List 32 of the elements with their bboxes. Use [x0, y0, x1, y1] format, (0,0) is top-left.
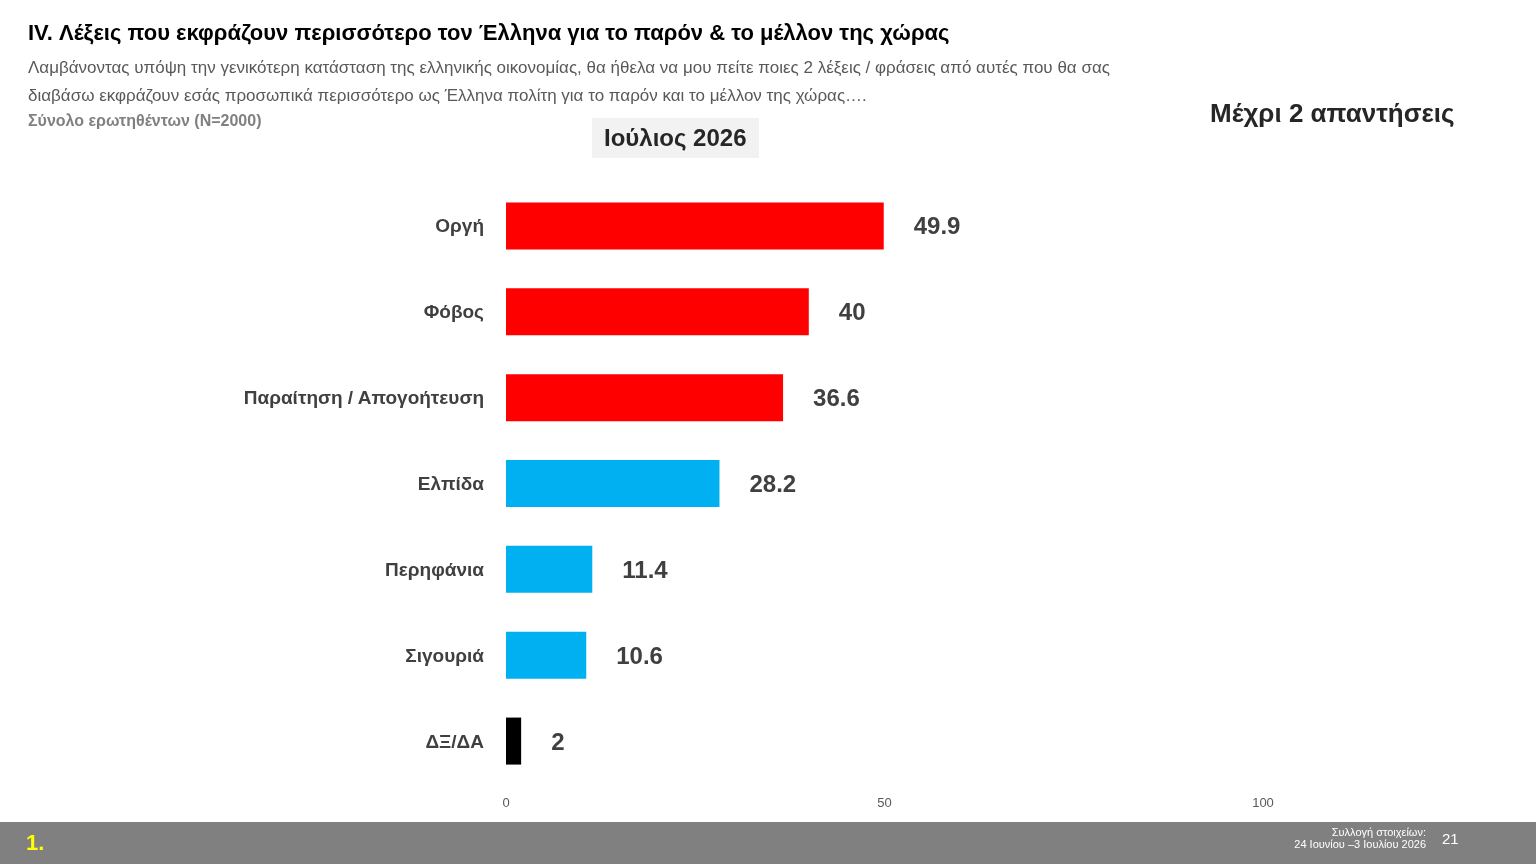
- text: Μέχρι 2 απαντήσεις: [1210, 98, 1455, 129]
- x-tick-label: 0: [502, 795, 510, 810]
- text: Ιούλιος 2026: [592, 118, 759, 158]
- bar: [506, 545, 593, 593]
- data-label: 40: [838, 298, 866, 326]
- bar: [506, 374, 784, 422]
- bar: [506, 717, 522, 765]
- x-tick-label: 50: [877, 795, 892, 810]
- text: 21: [1442, 830, 1459, 847]
- y-tick-label: Ελπίδα: [417, 473, 485, 494]
- data-label: 11.4: [622, 555, 669, 583]
- data-label: 49.9: [913, 212, 961, 240]
- data-label: 36.6: [813, 384, 860, 412]
- data-label: 28.2: [749, 470, 797, 497]
- bar: [506, 631, 587, 679]
- chart-subtitle: Λαμβάνοντας υπόψη την γενικότερη κατάσταση της ελληνικής οικονομίας, θα ήθελα να μου πείτε ποιες 2 λέξεις / φράσεις από αυτές που θα σας διαβάσω εκφράζουν εσάς προσωπικά περισσότερο ως Έλληνα πολίτη για το παρόν και το μέλλον της χώρας….: [28, 57, 1111, 107]
- chart-title: IV. Λέξεις που εκφράζουν περισσότερο τον Έλληνα για το παρόν & το μέλλον της χώρας: [28, 20, 950, 46]
- y-tick-label: Σιγουριά: [405, 644, 485, 666]
- y-tick-label: Περηφάνια: [385, 558, 485, 580]
- bar: [506, 202, 884, 250]
- y-tick-label: Οργή: [435, 215, 484, 237]
- data-label: 2: [551, 727, 565, 755]
- text: Σύνολο ερωτηθέντων (N=2000): [28, 112, 262, 130]
- text: 1.: [26, 830, 45, 856]
- x-tick-label: 100: [1252, 795, 1274, 810]
- y-tick-label: Φόβος: [423, 301, 485, 323]
- data-label: 10.6: [616, 641, 663, 669]
- bar: [506, 288, 809, 336]
- y-tick-label: Παραίτηση / Απογοήτευση: [243, 387, 484, 409]
- y-tick-label: ΔΞ/ΔΑ: [425, 730, 485, 752]
- text: Συλλογή στοιχείων: 24 Ιουνίου –3 Ιουλίου 2026: [1294, 826, 1426, 850]
- bar: [506, 460, 720, 507]
